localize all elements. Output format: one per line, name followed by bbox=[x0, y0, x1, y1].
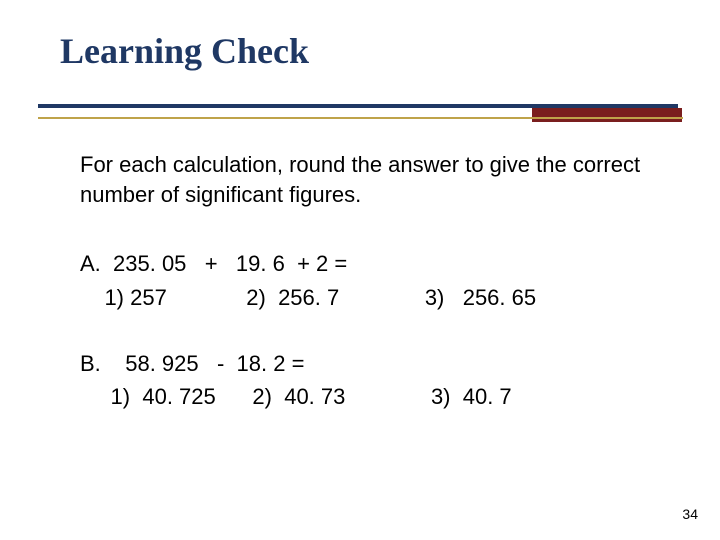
page-number: 34 bbox=[682, 506, 698, 522]
slide-body: For each calculation, round the answer t… bbox=[80, 150, 660, 448]
instruction-text: For each calculation, round the answer t… bbox=[80, 150, 660, 209]
problem-a-stem: A. 235. 05 + 19. 6 + 2 = bbox=[80, 249, 660, 279]
problem-b-choices: 1) 40. 725 2) 40. 73 3) 40. 7 bbox=[80, 382, 660, 412]
problem-a-choices: 1) 257 2) 256. 7 3) 256. 65 bbox=[80, 283, 660, 313]
problem-b: B. 58. 925 - 18. 2 = 1) 40. 725 2) 40. 7… bbox=[80, 349, 660, 412]
divider-underline bbox=[38, 117, 683, 119]
slide-title: Learning Check bbox=[60, 30, 309, 72]
problem-a: A. 235. 05 + 19. 6 + 2 = 1) 257 2) 256. … bbox=[80, 249, 660, 312]
problem-b-stem: B. 58. 925 - 18. 2 = bbox=[80, 349, 660, 379]
slide: Learning Check For each calculation, rou… bbox=[0, 0, 720, 540]
divider-accent-bar bbox=[532, 108, 682, 122]
